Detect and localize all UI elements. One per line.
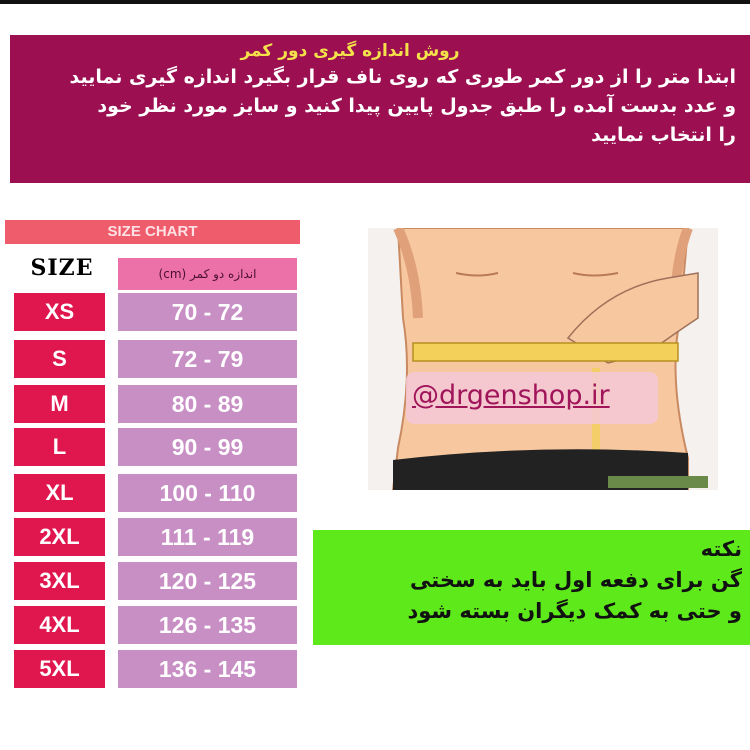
waist-range-cell: 80 - 89 [118,385,297,423]
size-chart-title: SIZE CHART [5,220,300,244]
instructions-title: روش اندازه گیری دور کمر [240,41,460,61]
note-title: نکته [700,537,742,561]
waist-range-cell: 100 - 110 [118,474,297,512]
watermark: @drgenshop.ir [406,372,658,424]
waist-range-cell: 90 - 99 [118,428,297,466]
instructions-line: را انتخاب نمایید [591,124,736,146]
top-border [0,0,750,4]
instructions-banner: روش اندازه گیری دور کمر ابتدا متر را از … [10,35,750,183]
instructions-line: و عدد بدست آمده را طبق جدول پایین پیدا ک… [97,95,736,117]
waist-range-cell: 136 - 145 [118,650,297,688]
waist-range-cell: 126 - 135 [118,606,297,644]
waist-range-cell: 70 - 72 [118,293,297,331]
size-cell: 3XL [14,562,105,600]
waist-range-cell: 111 - 119 [118,518,297,556]
size-cell: XL [14,474,105,512]
size-cell: L [14,428,105,466]
size-cell: 4XL [14,606,105,644]
waist-range-cell: 72 - 79 [118,340,297,378]
waist-measurement-illustration [368,228,718,490]
instructions-line: ابتدا متر را از دور کمر طوری که روی ناف … [69,66,737,88]
size-cell: XS [14,293,105,331]
note-box: نکته گن برای دفعه اول باید به سختی و حتی… [313,530,750,645]
size-column-header: SIZE [30,255,94,281]
waist-range-cell: 120 - 125 [118,562,297,600]
size-cell: M [14,385,105,423]
size-cell: S [14,340,105,378]
size-cell: 2XL [14,518,105,556]
note-line: و حتی به کمک دیگران بسته شود [407,599,742,623]
waist-column-header: اندازه دو کمر (cm) [118,258,297,290]
note-line: گن برای دفعه اول باید به سختی [410,568,742,592]
size-cell: 5XL [14,650,105,688]
instructions-body: ابتدا متر را از دور کمر طوری که روی ناف … [24,63,737,150]
